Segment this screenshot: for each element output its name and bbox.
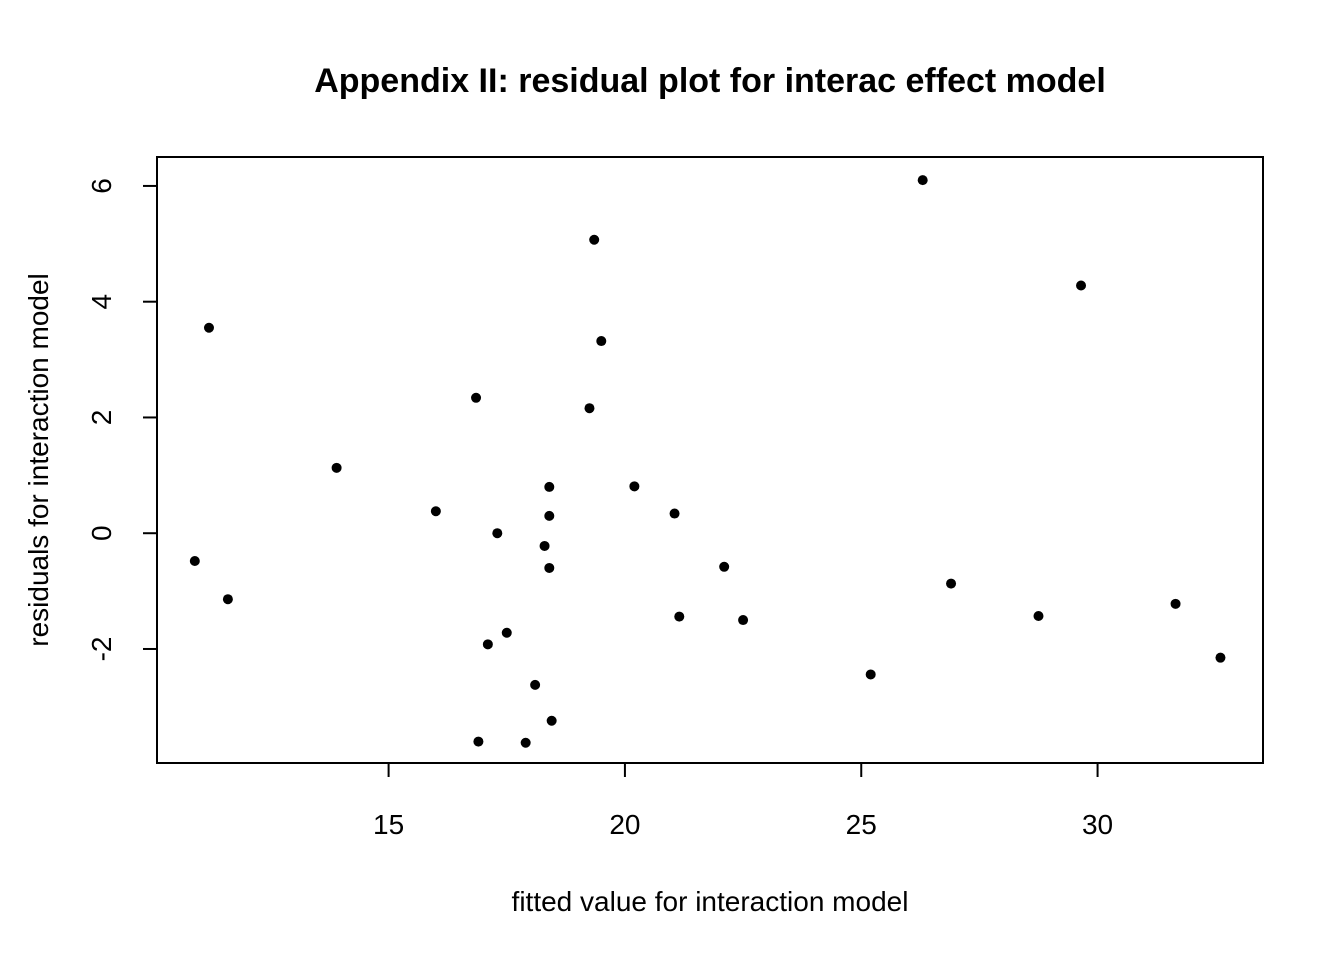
data-point	[596, 336, 607, 347]
data-point	[1076, 280, 1087, 291]
data-point	[331, 462, 342, 473]
data-point	[189, 556, 200, 566]
data-point	[492, 528, 503, 539]
y-tick-label: 2	[86, 410, 117, 426]
data-point	[501, 627, 512, 638]
x-tick-label: 15	[373, 809, 404, 840]
y-axis: -2 0 2 4 6	[86, 178, 158, 662]
data-point	[865, 669, 876, 680]
plot-frame	[156, 156, 1264, 764]
y-tick-label: 6	[86, 178, 117, 194]
data-point	[946, 578, 957, 589]
data-point	[674, 611, 685, 622]
data-point	[520, 737, 531, 748]
chart-title: Appendix II: residual plot for interac e…	[314, 62, 1106, 100]
y-axis-label: residuals for interaction model	[23, 273, 54, 647]
data-point	[738, 615, 749, 626]
data-points	[189, 175, 1226, 748]
x-axis: 15 20 25 30	[373, 762, 1113, 840]
data-point	[584, 403, 595, 414]
y-tick-label: -2	[86, 637, 117, 662]
x-tick-label: 30	[1082, 809, 1113, 840]
data-point	[471, 392, 482, 403]
data-point	[917, 175, 928, 186]
data-point	[589, 234, 600, 245]
data-point	[222, 594, 233, 605]
x-tick-label: 25	[846, 809, 877, 840]
data-point	[539, 540, 550, 551]
data-point	[530, 679, 541, 690]
x-axis-label: fitted value for interaction model	[512, 886, 909, 917]
data-point	[482, 639, 493, 650]
data-point	[430, 506, 441, 517]
data-point	[1033, 610, 1044, 621]
data-point	[629, 481, 640, 492]
data-point	[544, 510, 555, 521]
data-point	[544, 481, 555, 492]
data-point	[473, 736, 484, 747]
data-point	[546, 715, 557, 726]
x-tick-label: 20	[609, 809, 640, 840]
data-point	[203, 322, 214, 333]
data-point	[719, 561, 730, 572]
data-point	[669, 508, 680, 519]
y-tick-label: 4	[86, 294, 117, 310]
y-tick-label: 0	[86, 525, 117, 541]
data-point	[1215, 652, 1226, 663]
data-point	[544, 562, 555, 573]
data-point	[1170, 598, 1181, 609]
